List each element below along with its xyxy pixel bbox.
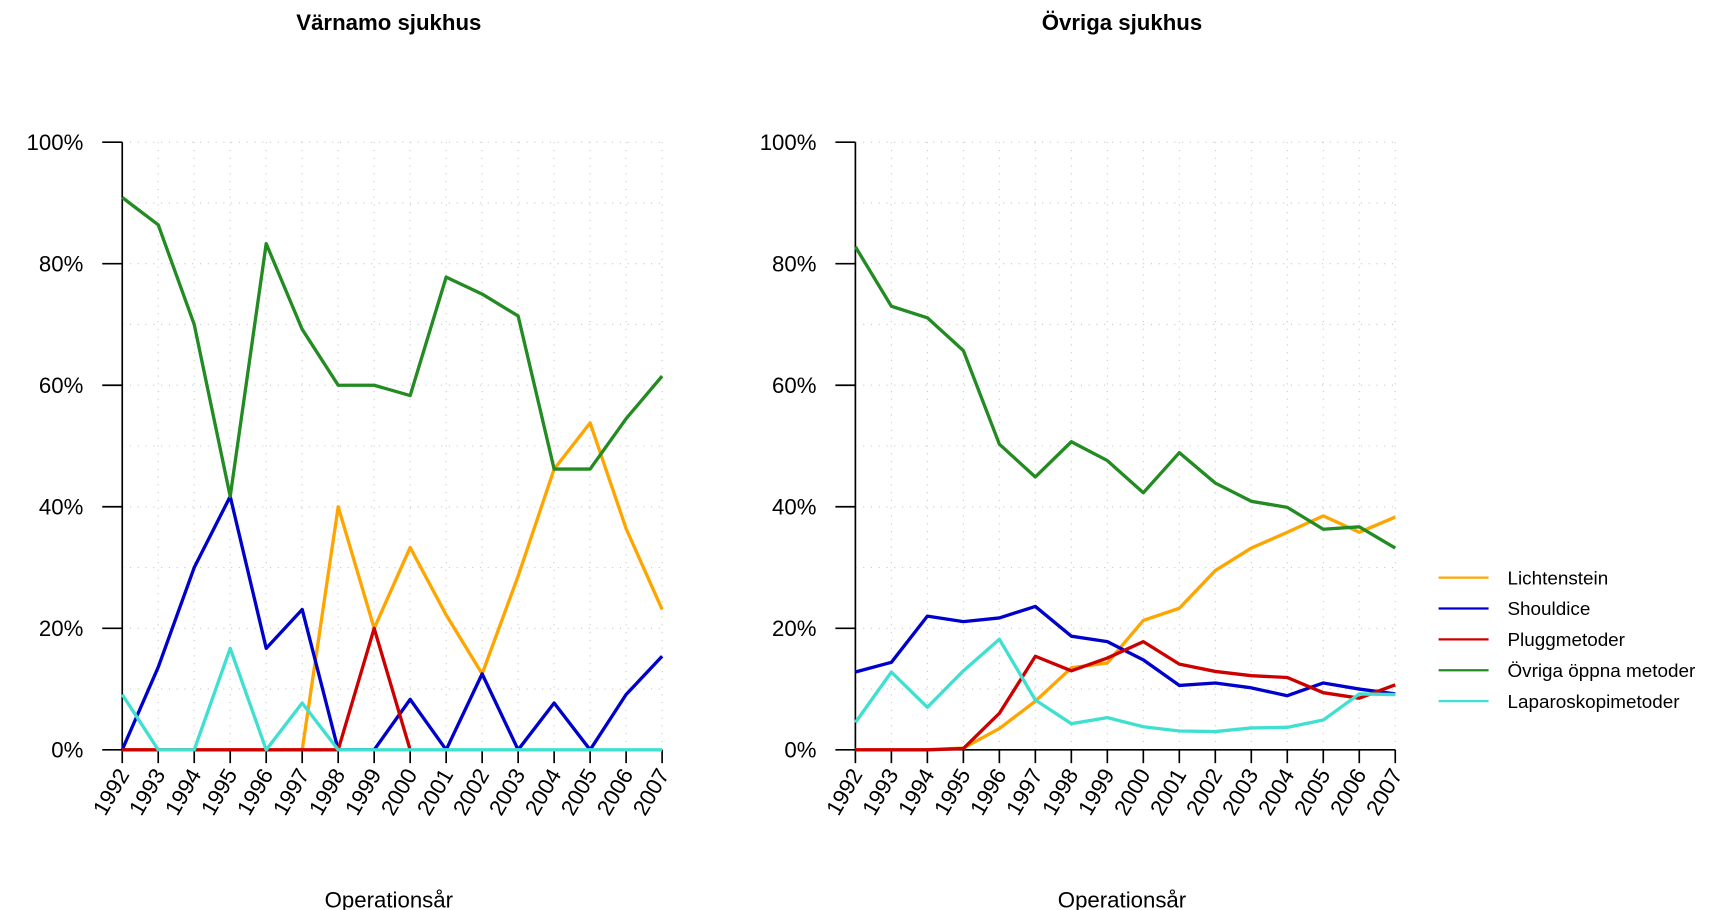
x-tick-label: 1999	[340, 764, 386, 819]
legend-label: Laparoskopimetoder	[1507, 692, 1679, 713]
x-tick-label: 2007	[628, 764, 674, 819]
y-tick-label: 20%	[772, 616, 816, 641]
x-tick-label: 2006	[1325, 764, 1371, 819]
x-tick-label: 1994	[160, 764, 206, 819]
x-tick-label: 2003	[1217, 764, 1263, 819]
x-tick-label: 1994	[893, 764, 939, 819]
legend-label: Övriga öppna metoder	[1507, 661, 1695, 682]
x-tick-label: 2004	[1253, 764, 1299, 819]
series-line	[120, 646, 663, 752]
x-tick-label: 2000	[376, 764, 422, 819]
x-tick-label: 2005	[556, 764, 602, 819]
x-tick-label: 1996	[965, 764, 1011, 819]
y-tick-label: 0%	[784, 738, 816, 763]
x-tick-label: 1993	[124, 764, 170, 819]
series-line	[855, 639, 1396, 752]
x-tick-label: 2001	[412, 764, 458, 819]
x-tick-label: 2007	[1361, 764, 1407, 819]
x-tick-label: 1996	[232, 764, 278, 819]
x-tick-label: 2006	[592, 764, 638, 819]
y-tick-label: 60%	[39, 373, 83, 398]
series-line	[855, 514, 1396, 752]
y-tick-label: 80%	[772, 251, 816, 276]
x-tick-label: 1993	[857, 764, 903, 819]
x-tick-label: 1998	[304, 764, 350, 819]
x-tick-label: 1999	[1073, 764, 1119, 819]
x-tick-label: 1997	[1001, 764, 1047, 819]
y-tick-label: 20%	[39, 616, 83, 641]
x-tick-label: 1995	[929, 764, 975, 819]
y-tick-label: 0%	[51, 738, 83, 763]
y-tick-label: 40%	[772, 495, 816, 520]
x-tick-label: 1997	[268, 764, 314, 819]
legend-label: Shouldice	[1507, 599, 1590, 620]
y-tick-label: 40%	[39, 495, 83, 520]
series-line	[854, 637, 1396, 734]
x-tick-label: 2005	[1289, 764, 1335, 819]
y-tick-label: 60%	[772, 373, 816, 398]
x-tick-label: 2004	[520, 764, 566, 819]
x-tick-label: 2001	[1145, 764, 1191, 819]
chart-title: Värnamo sjukhus	[296, 10, 481, 35]
chart-title: Övriga sjukhus	[1042, 10, 1202, 35]
series-line	[853, 245, 1397, 550]
x-tick-label: 2003	[484, 764, 530, 819]
legend-label: Lichtenstein	[1507, 568, 1608, 589]
series-line	[121, 196, 664, 499]
x-tick-label: 1998	[1037, 764, 1083, 819]
series-line	[122, 421, 664, 752]
x-tick-label: 2002	[1181, 764, 1227, 819]
x-tick-label: 1992	[88, 764, 134, 819]
x-axis-label: Operationsår	[1058, 888, 1187, 910]
y-tick-label: 80%	[39, 251, 83, 276]
x-tick-label: 1992	[821, 764, 867, 819]
legend-label: Pluggmetoder	[1507, 630, 1625, 651]
x-tick-label: 2000	[1109, 764, 1155, 819]
x-tick-label: 2002	[448, 764, 494, 819]
x-axis-label: Operationsår	[325, 888, 454, 910]
y-tick-label: 100%	[27, 130, 84, 155]
y-tick-label: 100%	[760, 130, 817, 155]
series-line	[120, 494, 664, 752]
x-tick-label: 1995	[196, 764, 242, 819]
